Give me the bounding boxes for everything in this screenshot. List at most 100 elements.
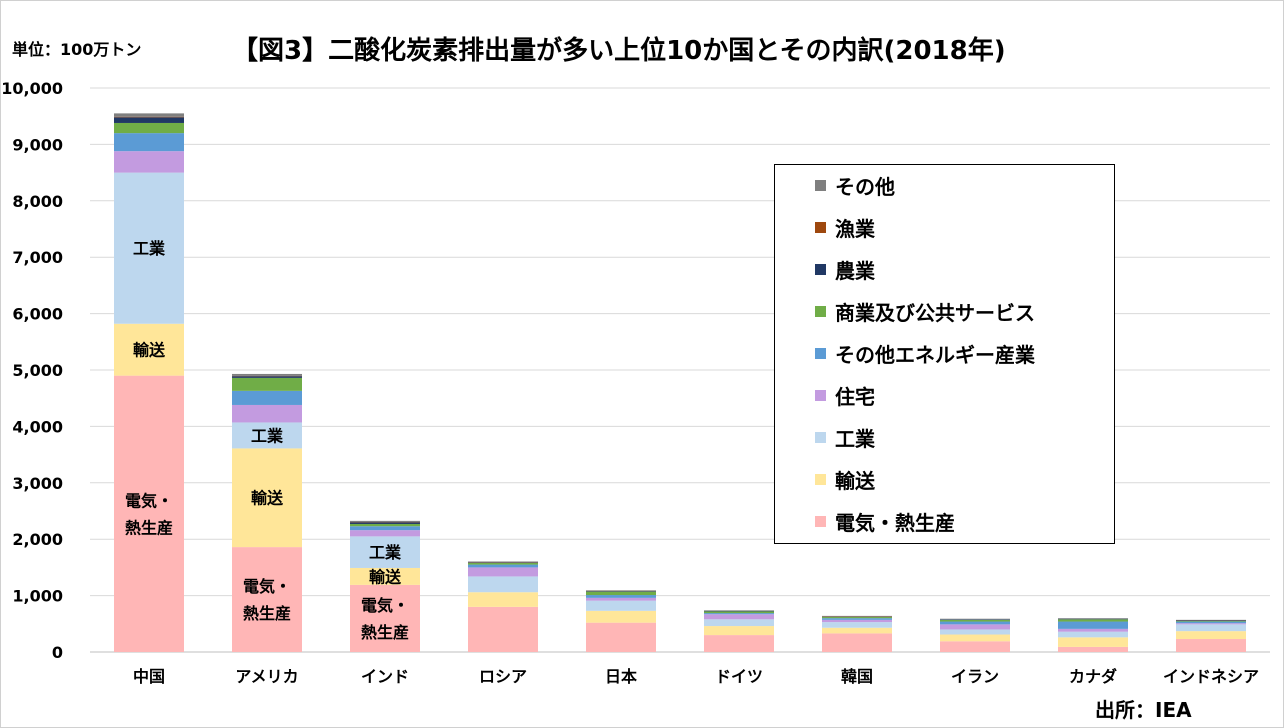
legend-label: 住宅: [835, 384, 875, 409]
y-tick-label: 8,000: [12, 192, 63, 211]
bar-segment: [1176, 624, 1246, 632]
legend-item-other: その他: [815, 170, 895, 200]
bar-segment: [468, 606, 538, 652]
legend-swatch: [815, 515, 826, 527]
bar-segment: [940, 634, 1010, 642]
bar-segment: [350, 520, 420, 522]
bar-segment: [704, 635, 774, 652]
bar-segment: [940, 624, 1010, 630]
bar-segment: [1058, 646, 1128, 652]
bar-segment: [232, 422, 302, 449]
bar-segment: [1058, 621, 1128, 629]
bar-data-label: 輸送: [133, 341, 166, 360]
legend-item-agriculture: 農業: [815, 254, 875, 284]
bar-segment: [468, 561, 538, 563]
bar-segment: [114, 122, 184, 134]
bar-segment: [586, 590, 656, 591]
bar-segment: [586, 600, 656, 611]
bar-segment: [232, 404, 302, 423]
bar-segment: [822, 619, 892, 623]
chart-title: 【図3】二酸化炭素排出量が多い上位10か国とその内訳(2018年): [232, 36, 1006, 66]
bar-data-label: 工業: [251, 426, 284, 445]
bar-data-label: 工業: [133, 239, 166, 258]
bar-segment: [586, 622, 656, 652]
bar-segment: [704, 611, 774, 614]
bar-segment: [940, 621, 1010, 625]
bar-data-label: 熱生産: [243, 604, 291, 623]
bar-segment: [1058, 619, 1128, 622]
legend-swatch: [815, 473, 826, 485]
legend-item-electricity: 電気・熱生産: [815, 506, 955, 536]
bar-segment: [468, 562, 538, 563]
legend-item-commercial: 商業及び公共サービス: [815, 296, 1035, 326]
bar-segment: [704, 619, 774, 627]
bar-segment: [350, 526, 420, 531]
legend-swatch: [815, 263, 826, 275]
legend-item-fishing: 漁業: [815, 212, 875, 242]
y-tick-label: 7,000: [12, 248, 63, 267]
legend-label: 商業及び公共サービス: [835, 300, 1035, 325]
bar-segment: [232, 376, 302, 378]
legend-swatch: [815, 221, 826, 233]
bar-data-label: 電気・: [243, 577, 291, 596]
y-tick-label: 10,000: [1, 79, 63, 98]
bar-data-label: 熱生産: [125, 518, 173, 537]
bar-segment: [114, 375, 184, 652]
x-tick-label: インド: [361, 667, 409, 686]
bar-segment: [940, 619, 1010, 622]
x-tick-label: ドイツ: [715, 667, 763, 686]
bar-data-label: 輸送: [251, 489, 284, 508]
x-tick-label: アメリカ: [235, 667, 298, 686]
bar-segment: [232, 547, 302, 652]
bar-segment: [468, 592, 538, 607]
legend-label: その他: [835, 174, 895, 199]
legend-swatch: [815, 347, 826, 359]
bar-segment: [586, 610, 656, 623]
y-tick-label: 1,000: [12, 587, 63, 606]
bar-segment: [350, 567, 420, 585]
x-tick-label: イラン: [951, 667, 999, 686]
bar-segment: [940, 618, 1010, 620]
bar-segment: [822, 618, 892, 620]
legend-item-residential: 住宅: [815, 380, 875, 410]
legend-swatch: [815, 389, 826, 401]
legend-item-transport: 輸送: [815, 464, 875, 494]
bar-segment: [586, 591, 656, 596]
legend-label: 工業: [835, 426, 875, 451]
bar-data-label: 電気・: [361, 596, 409, 615]
y-tick-label: 5,000: [12, 361, 63, 380]
legend-swatch: [815, 431, 826, 443]
unit-label: 単位：100万トン: [12, 40, 142, 59]
bar-segment: [1058, 631, 1128, 638]
bar-segment: [940, 629, 1010, 635]
bar-segment: [822, 622, 892, 628]
bar-segment: [586, 597, 656, 601]
bar-segment: [704, 613, 774, 615]
bar-segment: [232, 448, 302, 548]
bar-segment: [1176, 639, 1246, 652]
bar-segment: [468, 564, 538, 568]
legend-swatch: [815, 179, 826, 191]
bar-segment: [822, 615, 892, 617]
bar-segment: [1058, 637, 1128, 647]
bar-segment: [468, 562, 538, 565]
bar-segment: [704, 610, 774, 612]
bar-segment: [232, 377, 302, 391]
bar-segment: [1176, 620, 1246, 621]
bar-segment: [1176, 631, 1246, 640]
bar-segment: [114, 172, 184, 324]
bar-segment: [350, 584, 420, 652]
bar-data-label: 電気・: [125, 491, 173, 510]
bar-segment: [114, 117, 184, 123]
y-tick-label: 4,000: [12, 417, 63, 436]
legend-item-industry: 工業: [815, 422, 875, 452]
bar-segment: [114, 113, 184, 117]
y-tick-label: 3,000: [12, 474, 63, 493]
bar-segment: [822, 617, 892, 619]
legend: その他 漁業 農業 商業及び公共サービス その他エネルギー産業 住宅 工業 輸送…: [774, 164, 1115, 544]
bar-segment: [1058, 618, 1128, 620]
bar-segment: [114, 116, 184, 118]
bar-segment: [468, 576, 538, 593]
y-tick-label: 9,000: [12, 135, 63, 154]
